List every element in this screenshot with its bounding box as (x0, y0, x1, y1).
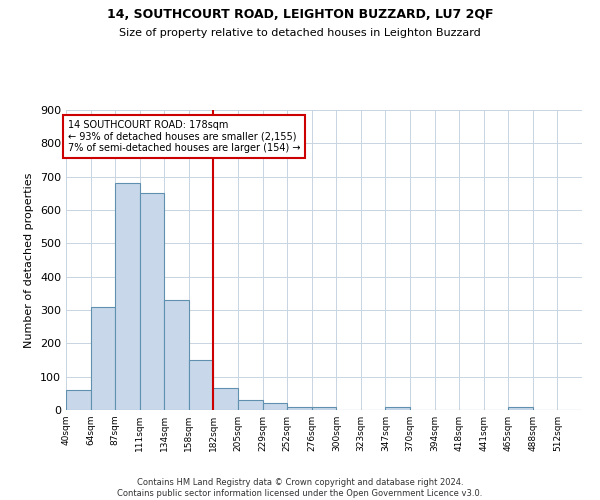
Bar (287, 406, 312, 410)
Bar (140, 194, 164, 410)
Bar (189, 360, 214, 410)
Bar (214, 388, 238, 410)
Bar (66, 390, 91, 410)
Bar (385, 406, 410, 410)
Text: 14 SOUTHCOURT ROAD: 178sqm
← 93% of detached houses are smaller (2,155)
7% of se: 14 SOUTHCOURT ROAD: 178sqm ← 93% of deta… (68, 120, 301, 153)
Text: 14, SOUTHCOURT ROAD, LEIGHTON BUZZARD, LU7 2QF: 14, SOUTHCOURT ROAD, LEIGHTON BUZZARD, L… (107, 8, 493, 20)
Bar (263, 404, 287, 410)
Bar (91, 306, 115, 410)
Text: Size of property relative to detached houses in Leighton Buzzard: Size of property relative to detached ho… (119, 28, 481, 38)
Text: Contains HM Land Registry data © Crown copyright and database right 2024.
Contai: Contains HM Land Registry data © Crown c… (118, 478, 482, 498)
Y-axis label: Number of detached properties: Number of detached properties (25, 172, 34, 348)
Bar (238, 400, 263, 410)
Bar (164, 300, 189, 410)
Bar (115, 184, 140, 410)
Bar (312, 406, 336, 410)
Bar (508, 406, 533, 410)
